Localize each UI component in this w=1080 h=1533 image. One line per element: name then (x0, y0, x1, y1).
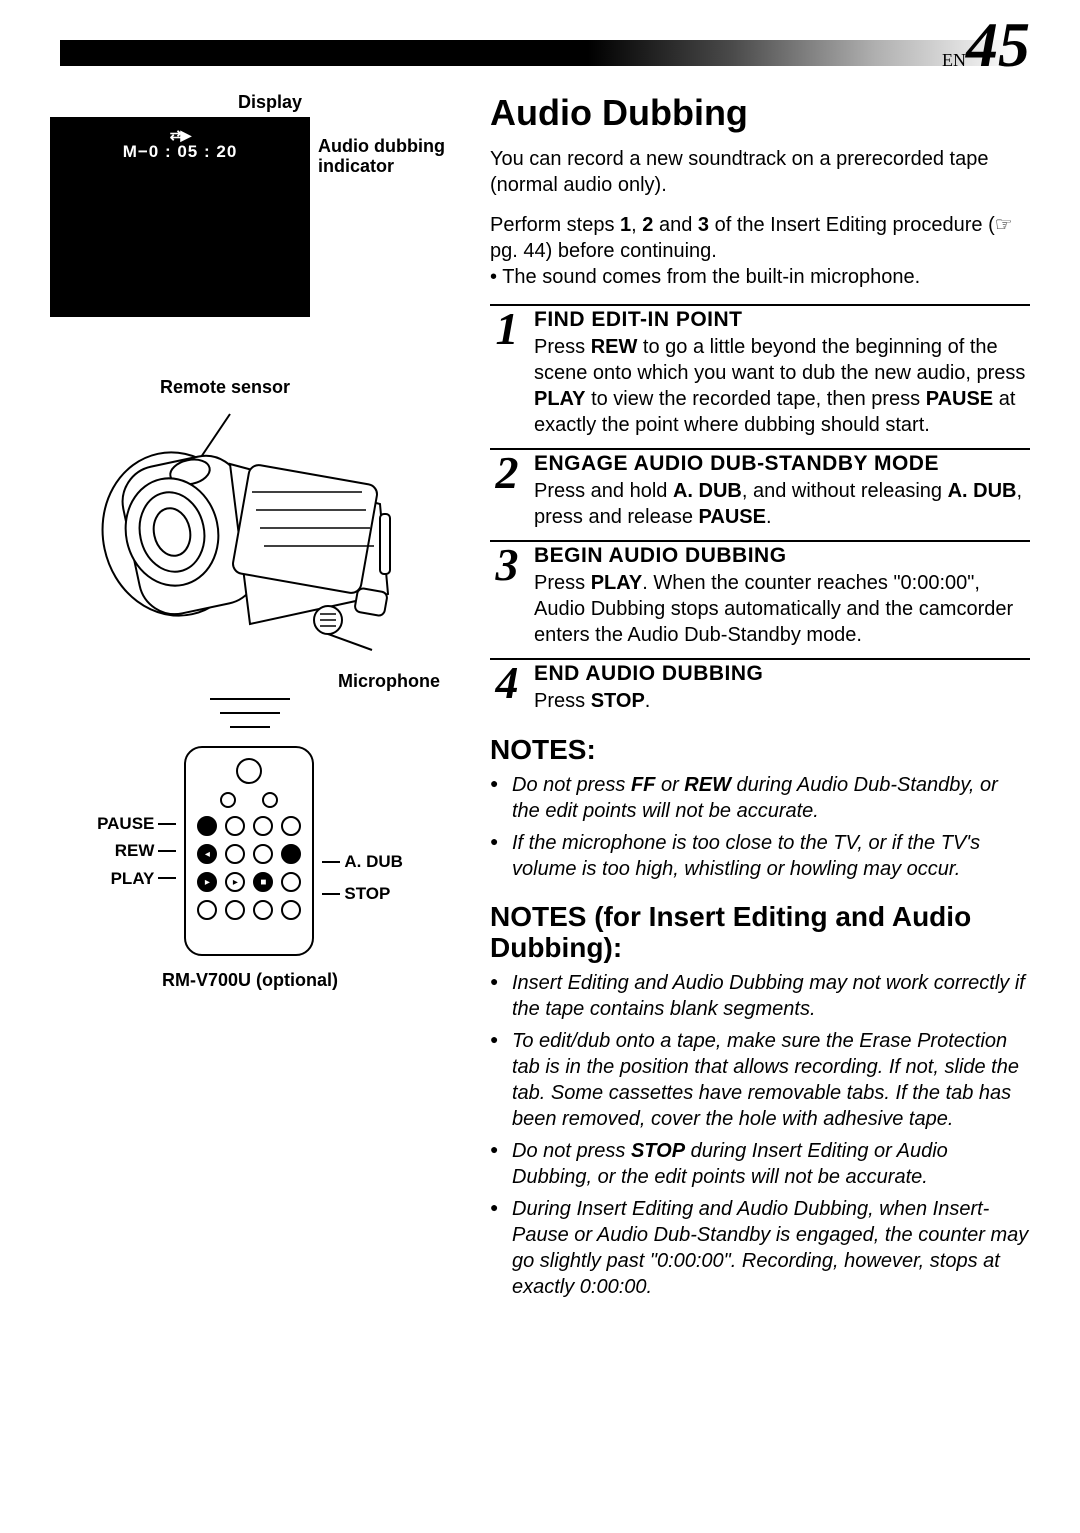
page-number: 45 (966, 8, 1030, 82)
perform-bullet: • The sound comes from the built-in micr… (490, 266, 920, 288)
step: 4 END AUDIO DUBBINGPress STOP. (490, 662, 1030, 714)
step-title: FIND EDIT-IN POINT (534, 308, 1030, 332)
step-title: END AUDIO DUBBING (534, 662, 1030, 686)
step: 2 ENGAGE AUDIO DUB-STANDBY MODEPress and … (490, 452, 1030, 530)
main-title: Audio Dubbing (490, 92, 1030, 134)
notes2-list: Insert Editing and Audio Dubbing may not… (490, 970, 1030, 1300)
note-item: During Insert Editing and Audio Dubbing,… (490, 1196, 1030, 1300)
indicator-label-line2: indicator (318, 157, 394, 177)
page-number-row: EN 45 (50, 8, 1030, 82)
note-item: Do not press STOP during Insert Editing … (490, 1138, 1030, 1190)
display-box: ⇄▶ M−0 : 05 : 20 (50, 117, 310, 317)
step: 3 BEGIN AUDIO DUBBINGPress PLAY. When the… (490, 544, 1030, 648)
step-number: 2 (490, 452, 524, 530)
play-label: PLAY (111, 865, 155, 892)
adub-label: A. DUB (344, 846, 403, 878)
step-title: ENGAGE AUDIO DUB-STANDBY MODE (534, 452, 1030, 476)
rew-label: REW (115, 837, 155, 864)
remote-control-diagram: PAUSE REW PLAY ◂ ▸▸■ A. DUB STOP (50, 746, 450, 956)
intro-text: You can record a new soundtrack on a pre… (490, 146, 1030, 198)
remote-caption: RM-V700U (optional) (50, 970, 450, 991)
step-number: 1 (490, 308, 524, 438)
note-item: Do not press FF or REW during Audio Dub-… (490, 772, 1030, 824)
perform-text: Perform steps 1, 2 and 3 of the Insert E… (490, 212, 1030, 290)
step-title: BEGIN AUDIO DUBBING (534, 544, 1030, 568)
step-text: Press and hold A. DUB, and without relea… (534, 478, 1030, 530)
note-item: If the microphone is too close to the TV… (490, 830, 1030, 882)
pause-label: PAUSE (97, 810, 154, 837)
page-prefix: EN (942, 50, 966, 71)
note-item: Insert Editing and Audio Dubbing may not… (490, 970, 1030, 1022)
step-text: Press PLAY. When the counter reaches "0:… (534, 570, 1030, 648)
step-text: Press STOP. (534, 688, 1030, 714)
display-label: Display (90, 92, 450, 113)
note-item: To edit/dub onto a tape, make sure the E… (490, 1028, 1030, 1132)
display-time: M−0 : 05 : 20 (50, 142, 310, 162)
step: 1 FIND EDIT-IN POINTPress REW to go a lit… (490, 308, 1030, 438)
notes-list: Do not press FF or REW during Audio Dub-… (490, 772, 1030, 882)
step-text: Press REW to go a little beyond the begi… (534, 334, 1030, 438)
notes-heading: NOTES: (490, 734, 1030, 766)
remote-sensor-label: Remote sensor (160, 377, 450, 398)
step-number: 3 (490, 544, 524, 648)
sound-waves-icon (210, 698, 290, 736)
remote-body: ◂ ▸▸■ (184, 746, 314, 956)
stop-label: STOP (344, 878, 390, 910)
camcorder-drawing (80, 404, 420, 684)
step-number: 4 (490, 662, 524, 714)
indicator-label-line1: Audio dubbing (318, 137, 445, 157)
notes2-heading: NOTES (for Insert Editing and Audio Dubb… (490, 902, 1030, 964)
